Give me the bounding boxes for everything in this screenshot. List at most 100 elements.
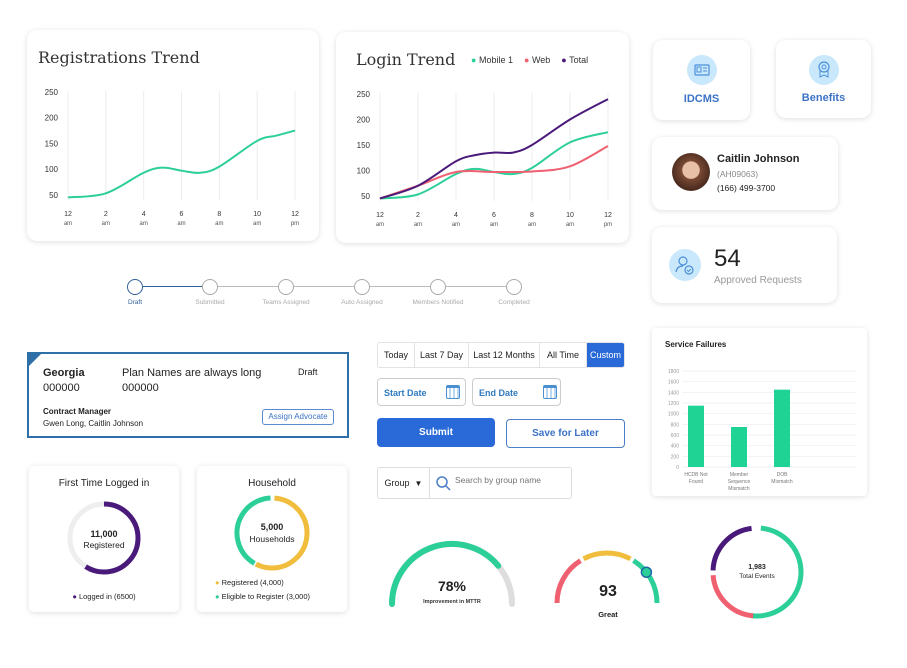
chart-title: Service Failures — [665, 340, 727, 349]
mttr-gauge — [389, 541, 515, 607]
caret-down-icon: ▼ — [414, 478, 423, 488]
legend-logged-in: ● Logged in (6500) — [72, 592, 136, 601]
events-value: 1,983 — [748, 564, 766, 571]
tile-label: Benefits — [801, 92, 846, 104]
y-tick-label: 800 — [671, 422, 680, 428]
plan-status: Draft — [298, 367, 318, 377]
tab-all-time[interactable]: All Time — [540, 343, 587, 367]
x-tick-label: am — [215, 221, 223, 227]
card-title: Household — [248, 478, 296, 489]
x-tick-label: am — [566, 222, 574, 228]
service-failures-bar-chart: 0 200 400 600 800 1000 1200 1400 1600 1800 HCDB No… — [668, 369, 857, 492]
tab-last-12-months[interactable]: Last 12 Months — [469, 343, 540, 367]
manager-names: Gwen Long, Caitlin Johnson — [43, 419, 144, 428]
tab-custom[interactable]: Custom — [587, 343, 624, 367]
group-search-input[interactable] — [455, 475, 565, 485]
step-circle[interactable] — [202, 279, 218, 295]
approved-count: 54 — [714, 245, 741, 272]
calendar-icon[interactable] — [543, 385, 557, 399]
group-dropdown[interactable]: Group ▼ — [378, 468, 430, 498]
tab-last-7-day[interactable]: Last 7 Day — [415, 343, 469, 367]
bar — [774, 389, 790, 467]
approved-requests-card: 54 Approved Requests — [652, 227, 837, 303]
logged-in-donut — [67, 501, 141, 575]
calendar-icon[interactable] — [446, 385, 460, 399]
plan-code: 000000 — [122, 382, 159, 394]
score-label: Great — [598, 610, 618, 619]
x-tick-label: 4 — [454, 212, 458, 219]
x-tick-label: am — [177, 221, 185, 227]
y-tick-label: 100 — [357, 166, 371, 175]
x-tick-label: pm — [604, 222, 612, 228]
x-tick-label: Mismatch — [728, 486, 750, 492]
x-tick-label: 12 — [604, 212, 612, 219]
legend-web: ● Web — [523, 55, 551, 65]
person-phone: (166) 499-3700 — [717, 183, 776, 193]
y-tick-label: 1600 — [668, 380, 679, 386]
plan-name: Plan Names are always long — [122, 367, 262, 379]
x-tick-label: am — [490, 222, 498, 228]
y-tick-label: 150 — [45, 139, 59, 148]
end-date-field[interactable]: End Date — [472, 378, 561, 406]
x-tick-label: 12 — [291, 211, 299, 218]
household-card: Household 5,000 Households ● Registered … — [197, 466, 347, 612]
series-line — [67, 129, 296, 199]
tile-label: IDCMS — [683, 93, 720, 105]
y-tick-label: 400 — [671, 444, 680, 450]
submit-button[interactable]: Submit — [377, 418, 495, 447]
start-date-field[interactable]: Start Date — [377, 378, 466, 406]
x-tick-label: Mismatch — [771, 479, 793, 485]
step-circle[interactable] — [430, 279, 446, 295]
step-label: Members Notified — [412, 299, 464, 306]
search-icon — [436, 476, 451, 491]
plan-state: Georgia — [43, 367, 85, 379]
step-label: Completed — [498, 299, 530, 306]
step-circle[interactable] — [506, 279, 522, 295]
assign-advocate-button[interactable]: Assign Advocate — [262, 409, 334, 425]
step-circle[interactable] — [278, 279, 294, 295]
x-tick-label: Sequence — [728, 479, 751, 485]
x-tick-label: 8 — [217, 211, 221, 218]
donut-value: 5,000 — [260, 522, 284, 532]
card-title: First Time Logged in — [58, 478, 150, 489]
x-tick-label: am — [376, 222, 384, 228]
events-label: Total Events — [739, 573, 775, 580]
approved-label: Approved Requests — [714, 275, 802, 286]
x-tick-label: Found — [689, 479, 703, 485]
y-tick-label: 250 — [45, 88, 59, 97]
tile-idcms[interactable]: IDCMS — [653, 40, 750, 120]
x-tick-label: am — [414, 222, 422, 228]
step-connector — [143, 286, 211, 287]
x-tick-label: 6 — [492, 212, 496, 219]
score-gauge — [554, 550, 660, 604]
save-for-later-button[interactable]: Save for Later — [506, 419, 625, 448]
y-tick-label: 1400 — [668, 390, 679, 396]
x-tick-label: 12 — [376, 212, 384, 219]
x-tick-label: 2 — [416, 212, 420, 219]
y-tick-label: 200 — [45, 114, 59, 123]
step-label: Auto Assigned — [341, 299, 383, 306]
tile-benefits[interactable]: Benefits — [776, 40, 871, 118]
card-title: Registrations Trend — [38, 48, 200, 67]
registrations-trend-card: Registrations Trend 12 am 2 am 4 am 6 am 8 am 10 am… — [27, 30, 319, 241]
step-circle[interactable] — [354, 279, 370, 295]
y-tick-label: 150 — [357, 141, 371, 150]
legend-registered: ● Registered (4,000) — [215, 578, 284, 587]
tab-today[interactable]: Today — [378, 343, 415, 367]
x-tick-label: DOB — [777, 472, 789, 478]
person-card[interactable]: Caitlin Johnson (AH09063) (166) 499-3700 — [652, 137, 838, 210]
donut-sub: Households — [249, 534, 295, 544]
plan-card[interactable]: Georgia 000000 Plan Names are always lon… — [27, 352, 349, 438]
x-tick-label: am — [528, 222, 536, 228]
bar — [731, 427, 747, 467]
step-circle[interactable] — [127, 279, 143, 295]
step-label: Draft — [127, 299, 143, 306]
x-tick-label: am — [102, 221, 110, 227]
avatar — [672, 153, 710, 191]
x-tick-label: 12 — [64, 211, 72, 218]
score-value: 93 — [599, 583, 617, 600]
end-date-label: End Date — [479, 388, 519, 398]
person-name: Caitlin Johnson — [717, 153, 800, 165]
legend-eligible: ● Eligible to Register (3,000) — [215, 592, 311, 601]
mttr-label: Improvement in MTTR — [423, 599, 481, 605]
